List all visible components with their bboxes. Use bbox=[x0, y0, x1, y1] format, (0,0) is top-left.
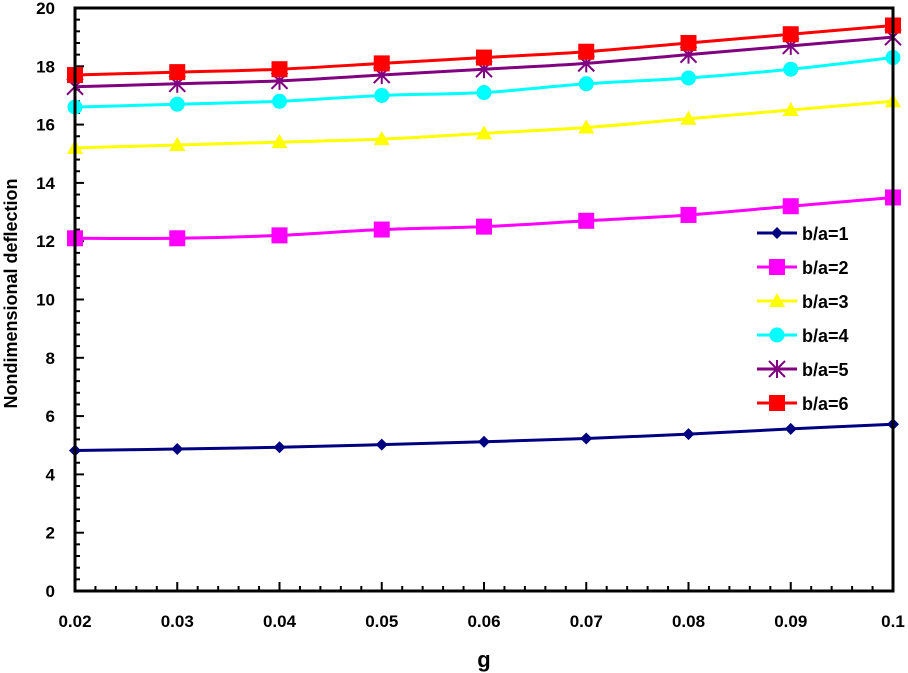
y-tick-label: 14 bbox=[36, 174, 55, 193]
data-point bbox=[373, 131, 390, 146]
y-axis-title: Nondimensional deflection bbox=[1, 178, 21, 408]
data-point bbox=[476, 125, 492, 140]
data-point bbox=[476, 218, 492, 235]
x-tick-label: 0.04 bbox=[263, 612, 297, 631]
legend-marker bbox=[769, 327, 785, 343]
data-point bbox=[680, 206, 697, 223]
legend-label: b/a=3 bbox=[802, 292, 849, 312]
data-point bbox=[578, 212, 595, 229]
data-point bbox=[374, 87, 390, 103]
data-point bbox=[784, 422, 797, 435]
data-point bbox=[171, 443, 184, 456]
data-point bbox=[375, 438, 388, 451]
legend-label: b/a=6 bbox=[802, 394, 849, 414]
data-point bbox=[578, 76, 594, 92]
data-point bbox=[783, 61, 799, 77]
data-point bbox=[273, 441, 286, 454]
data-point bbox=[272, 93, 287, 109]
series-3 bbox=[67, 93, 901, 154]
data-point bbox=[782, 198, 799, 215]
y-tick-label: 12 bbox=[36, 232, 55, 251]
data-point bbox=[169, 96, 185, 112]
data-point bbox=[578, 119, 595, 134]
data-point bbox=[373, 55, 390, 72]
data-point bbox=[476, 49, 492, 66]
data-point bbox=[681, 70, 696, 86]
legend-item: b/a=1 bbox=[757, 224, 849, 244]
series-6 bbox=[67, 17, 901, 84]
data-point bbox=[476, 85, 492, 101]
data-point bbox=[373, 221, 390, 238]
series-line bbox=[74, 99, 894, 150]
labels-layer: 0 2 4 6 8 10 12 14 16 18 20 0.02 0.03 0.04 0.05 0.06 0.0… bbox=[36, 0, 905, 631]
data-point bbox=[169, 137, 186, 152]
y-tick-label: 0 bbox=[46, 582, 55, 601]
data-point bbox=[680, 110, 697, 125]
x-tick-label: 0.07 bbox=[570, 612, 603, 631]
x-tick-label: 0.08 bbox=[672, 612, 705, 631]
legend-item: b/a=3 bbox=[757, 292, 849, 312]
data-point bbox=[680, 34, 697, 51]
data-point bbox=[271, 61, 288, 78]
y-tick-label: 2 bbox=[46, 524, 55, 543]
x-tick-label: 0.06 bbox=[467, 612, 500, 631]
legend-item: b/a=2 bbox=[757, 258, 849, 278]
x-tick-label: 0.03 bbox=[161, 612, 194, 631]
legend-marker bbox=[769, 293, 785, 307]
data-point bbox=[271, 227, 288, 244]
series-1 bbox=[69, 418, 899, 457]
y-tick-label: 18 bbox=[36, 57, 55, 76]
x-tick-label: 0.02 bbox=[58, 612, 91, 631]
y-tick-label: 20 bbox=[36, 0, 55, 18]
data-point bbox=[271, 134, 288, 149]
x-tick-label: 0.05 bbox=[365, 612, 398, 631]
y-tick-label: 16 bbox=[36, 116, 55, 135]
data-point bbox=[169, 230, 186, 247]
legend-marker bbox=[769, 395, 785, 411]
y-tick-label: 8 bbox=[46, 349, 55, 368]
data-point bbox=[782, 26, 799, 43]
plot-area-frame bbox=[73, 6, 895, 593]
y-tick-label: 10 bbox=[36, 291, 55, 310]
legend-item: b/a=4 bbox=[757, 326, 849, 346]
legend-item: b/a=5 bbox=[757, 360, 849, 380]
y-tick-label: 4 bbox=[46, 465, 56, 484]
x-tick-label: 0.09 bbox=[774, 612, 807, 631]
legend-marker bbox=[769, 259, 785, 275]
data-point bbox=[782, 102, 799, 117]
data-point bbox=[580, 432, 593, 445]
data-point bbox=[578, 43, 595, 60]
legend-item: b/a=6 bbox=[757, 394, 849, 414]
legend-label: b/a=4 bbox=[802, 326, 849, 346]
data-point bbox=[169, 64, 186, 81]
legend-label: b/a=5 bbox=[802, 360, 849, 380]
x-tick-label: 0.1 bbox=[881, 612, 905, 631]
y-tick-label: 6 bbox=[46, 407, 55, 426]
legend-marker bbox=[768, 360, 786, 378]
x-axis-title: g bbox=[477, 647, 490, 672]
data-point bbox=[478, 435, 490, 448]
legend-label: b/a=1 bbox=[802, 224, 849, 244]
legend-marker bbox=[771, 227, 783, 239]
data-point bbox=[682, 428, 695, 441]
legend: b/a=1 b/a=2 b/a=3 b/a=4 b/a=5 b/a=6 bbox=[757, 224, 849, 414]
legend-label: b/a=2 bbox=[802, 258, 849, 278]
